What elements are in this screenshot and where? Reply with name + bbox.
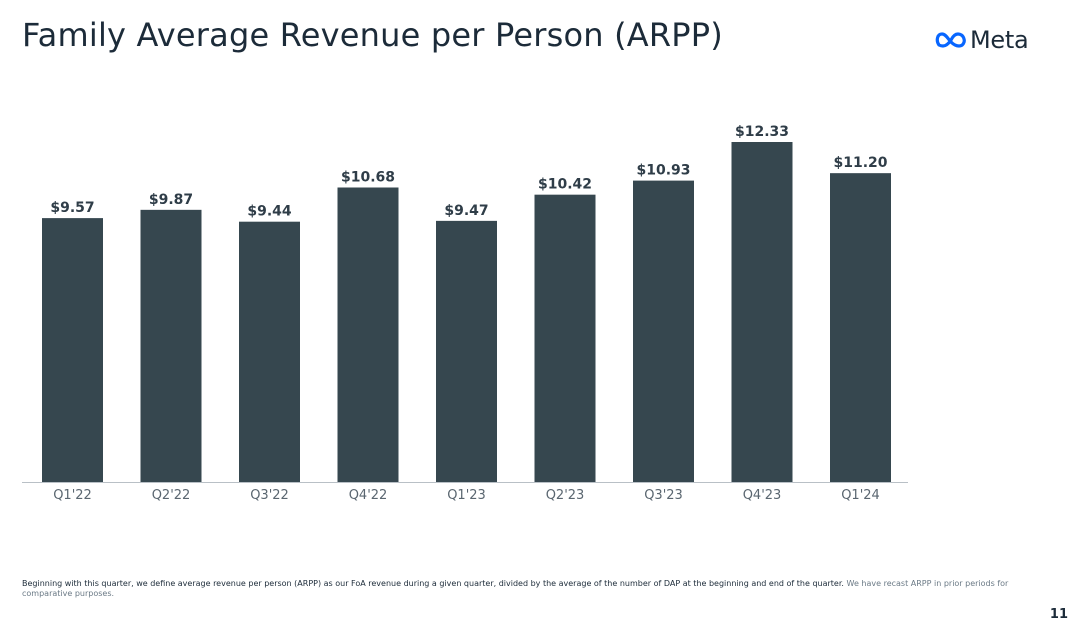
meta-logo-text: Meta: [970, 26, 1029, 54]
footnote: Beginning with this quarter, we define a…: [22, 579, 1032, 599]
bar-group: [42, 142, 891, 483]
footnote-recast-note: We have recast ARPP in prior periods for…: [22, 579, 1009, 598]
footnote-definition: Beginning with this quarter, we define a…: [22, 579, 844, 588]
value-label: $9.87: [149, 192, 193, 208]
x-tick-label: Q2'22: [152, 488, 191, 503]
bar-Q1'23: [436, 220, 497, 482]
bar-Q4'22: [337, 187, 399, 482]
value-label: $9.47: [444, 203, 488, 219]
page-number: 11: [1049, 607, 1068, 622]
x-tick-label: Q4'22: [349, 488, 388, 503]
x-tick-label: Q3'22: [250, 488, 289, 503]
bar-Q4'23: [731, 142, 793, 482]
x-tick-label: Q4'23: [743, 488, 782, 503]
bar-Q3'22: [239, 221, 300, 482]
x-tick-label: Q3'23: [644, 488, 683, 503]
bar-Q1'22: [42, 218, 103, 482]
value-label: $11.20: [833, 155, 887, 171]
value-label: $10.42: [538, 177, 592, 193]
value-label: $10.68: [341, 169, 395, 185]
value-label: $9.57: [50, 200, 94, 216]
x-tick-group: Q1'22 Q2'22 Q3'22 Q4'22 Q1'23 Q2'23 Q3'23 Q4'23…: [53, 488, 880, 503]
meta-logo: Meta: [935, 26, 1029, 54]
x-tick-label: Q1'22: [53, 488, 92, 503]
bar-Q3'23: [633, 180, 694, 482]
value-label: $9.44: [247, 204, 292, 220]
bar-Q2'22: [140, 209, 202, 483]
x-tick-label: Q2'23: [546, 488, 585, 503]
value-label: $10.93: [636, 163, 690, 179]
x-tick-label: Q1'23: [447, 488, 486, 503]
x-tick-label: Q1'24: [841, 488, 880, 503]
value-label-group: $9.57 $9.87 $9.44 $10.68 $9.47 $10.42 $10.93 $1…: [50, 124, 887, 220]
bar-Q2'23: [534, 194, 596, 483]
arpp-bar-chart: Q1'22 Q2'22 Q3'22 Q4'22 Q1'23 Q2'23 Q3'23 Q4'23…: [22, 124, 908, 503]
meta-infinity-icon: [935, 32, 966, 48]
bar-Q1'24: [830, 173, 891, 482]
value-label: $12.33: [735, 124, 789, 140]
slide-title: Family Average Revenue per Person (ARPP): [22, 16, 723, 54]
